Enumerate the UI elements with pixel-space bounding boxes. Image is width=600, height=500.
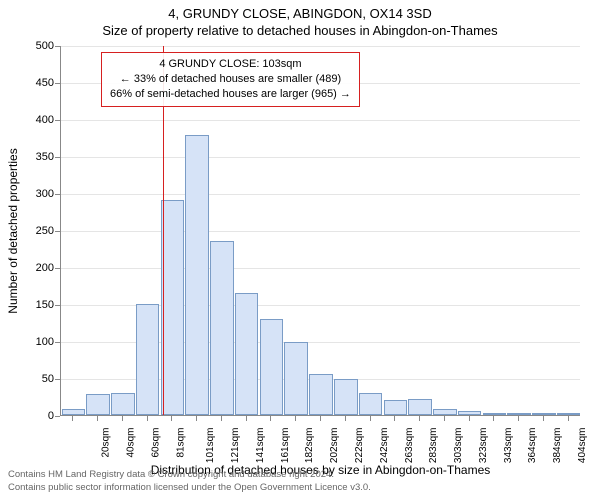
x-tick-label: 182sqm [305,428,316,464]
x-tick-mark [320,416,321,421]
x-tick-label: 384sqm [552,428,563,464]
y-tick-label: 500 [14,40,54,52]
y-tick-mark [55,157,60,158]
x-tick-mark [147,416,148,421]
y-tick-label: 350 [14,151,54,163]
x-tick-mark [196,416,197,421]
y-tick-mark [55,379,60,380]
x-tick-label: 161sqm [280,428,291,464]
y-tick-label: 200 [14,262,54,274]
histogram-bar [458,411,482,415]
footer-attribution: Contains HM Land Registry data © Crown c… [8,469,371,494]
y-tick-label: 450 [14,77,54,89]
x-tick-mark [493,416,494,421]
x-tick-label: 283sqm [428,428,439,464]
info-line-1: 4 GRUNDY CLOSE: 103sqm [110,57,351,72]
histogram-bar [260,319,284,415]
x-tick-label: 364sqm [527,428,538,464]
x-tick-mark [270,416,271,421]
property-info-box: 4 GRUNDY CLOSE: 103sqm ← 33% of detached… [101,52,360,107]
plot-area: 4 GRUNDY CLOSE: 103sqm ← 33% of detached… [60,46,580,416]
histogram-bar [384,400,408,415]
histogram-bar [111,393,135,415]
x-tick-mark [370,416,371,421]
histogram-bar [408,399,432,415]
histogram-bar [507,413,531,415]
y-tick-label: 0 [14,410,54,422]
histogram-bar [136,304,160,415]
x-tick-label: 60sqm [150,428,161,458]
x-tick-mark [444,416,445,421]
x-tick-label: 263sqm [404,428,415,464]
y-tick-mark [55,305,60,306]
x-tick-mark [518,416,519,421]
x-tick-mark [171,416,172,421]
x-tick-mark [469,416,470,421]
y-tick-mark [55,416,60,417]
y-tick-mark [55,342,60,343]
histogram-bar [359,393,383,415]
x-tick-mark [122,416,123,421]
histogram-bar [210,241,234,415]
histogram-bar [532,413,556,415]
x-tick-mark [419,416,420,421]
chart-container: 4, GRUNDY CLOSE, ABINGDON, OX14 3SD Size… [0,0,600,500]
page-title-line2: Size of property relative to detached ho… [0,21,600,38]
x-tick-mark [295,416,296,421]
x-tick-label: 121sqm [230,428,241,464]
x-tick-label: 303sqm [453,428,464,464]
y-tick-label: 100 [14,336,54,348]
x-tick-label: 404sqm [577,428,588,464]
y-tick-label: 150 [14,299,54,311]
y-tick-mark [55,231,60,232]
info-line-3: 66% of semi-detached houses are larger (… [110,87,351,102]
x-tick-label: 202sqm [329,428,340,464]
x-tick-mark [72,416,73,421]
chart-area: 4 GRUNDY CLOSE: 103sqm ← 33% of detached… [60,46,580,416]
y-tick-label: 400 [14,114,54,126]
x-tick-mark [221,416,222,421]
info-line-2: ← 33% of detached houses are smaller (48… [110,72,351,87]
histogram-bar [334,379,358,415]
x-tick-label: 101sqm [206,428,217,464]
x-tick-label: 222sqm [354,428,365,464]
y-tick-label: 250 [14,225,54,237]
histogram-bar [284,342,308,415]
histogram-bar [433,409,457,415]
x-tick-mark [543,416,544,421]
y-tick-mark [55,83,60,84]
y-tick-mark [55,268,60,269]
histogram-bar [309,374,333,415]
histogram-bar [235,293,259,415]
histogram-bar [557,413,581,415]
x-tick-label: 81sqm [175,428,186,458]
y-tick-label: 50 [14,373,54,385]
y-tick-label: 300 [14,188,54,200]
x-tick-label: 40sqm [126,428,137,458]
histogram-bar [185,135,209,415]
x-tick-label: 242sqm [379,428,390,464]
x-tick-label: 343sqm [503,428,514,464]
y-tick-mark [55,194,60,195]
x-tick-mark [97,416,98,421]
footer-line-2: Contains public sector information licen… [8,482,371,494]
x-tick-mark [568,416,569,421]
y-tick-mark [55,120,60,121]
histogram-bar [161,200,185,415]
y-tick-mark [55,46,60,47]
footer-line-1: Contains HM Land Registry data © Crown c… [8,469,371,481]
page-title-line1: 4, GRUNDY CLOSE, ABINGDON, OX14 3SD [0,0,600,21]
x-tick-mark [394,416,395,421]
x-tick-label: 20sqm [101,428,112,458]
x-tick-mark [345,416,346,421]
histogram-bar [86,394,110,415]
x-tick-label: 141sqm [255,428,266,464]
histogram-bar [483,413,507,415]
histogram-bar [62,409,86,415]
x-tick-label: 323sqm [478,428,489,464]
x-tick-mark [246,416,247,421]
